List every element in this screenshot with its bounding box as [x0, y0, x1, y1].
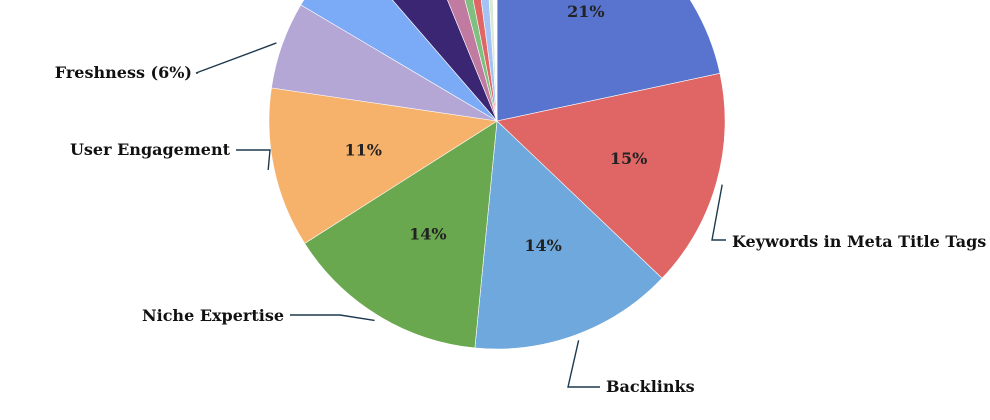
pie-slice-8: [447, 0, 498, 122]
pie-slice-keywords-in-meta-title-tags: [496, 72, 726, 279]
pie-slice-9: [464, 0, 498, 122]
slice-percentage-label: 14%: [409, 225, 446, 244]
callout-label-niche-expertise: Niche Expertise: [142, 306, 284, 325]
slice-percentage-label: 14%: [524, 236, 561, 255]
slice-percentage-label: 15%: [610, 149, 647, 168]
pie-slice-12: [488, 0, 498, 122]
slice-percentage-label: 11%: [344, 141, 381, 160]
slice-percentage-label: 21%: [567, 2, 604, 21]
pie-slice-niche-expertise: [304, 120, 498, 349]
callout-leader-line: [236, 149, 271, 170]
percentage-labels: 21% 15% 14% 14% 11%: [344, 2, 647, 255]
pie-slice-11: [480, 0, 498, 122]
pie-slice-13: [492, 0, 498, 122]
pie-slice-6: [300, 0, 498, 122]
pie-slice-user-engagement: [268, 87, 498, 244]
pie-slice-10: [472, 0, 498, 122]
callout-label-user-engagement: User Engagement: [70, 140, 231, 159]
callout-leader-line: [567, 340, 600, 388]
callout-leader-line: [290, 314, 375, 322]
pie-slices: [268, 0, 726, 350]
callout-label-freshness-6: Freshness (6%): [55, 63, 192, 82]
pie-slice-0: [496, 0, 721, 122]
callout-label-backlinks: Backlinks: [606, 377, 695, 396]
callout-labels: Keywords in Meta Title Tags Backlinks Nich…: [55, 42, 986, 396]
callout-label-keywords-in-meta-title-tags: Keywords in Meta Title Tags: [732, 232, 986, 251]
callout-leader-line: [711, 184, 726, 241]
callout-leader-line: [195, 42, 277, 74]
pie-slice-backlinks: [474, 120, 663, 350]
pie-slice-7: [392, 0, 498, 122]
